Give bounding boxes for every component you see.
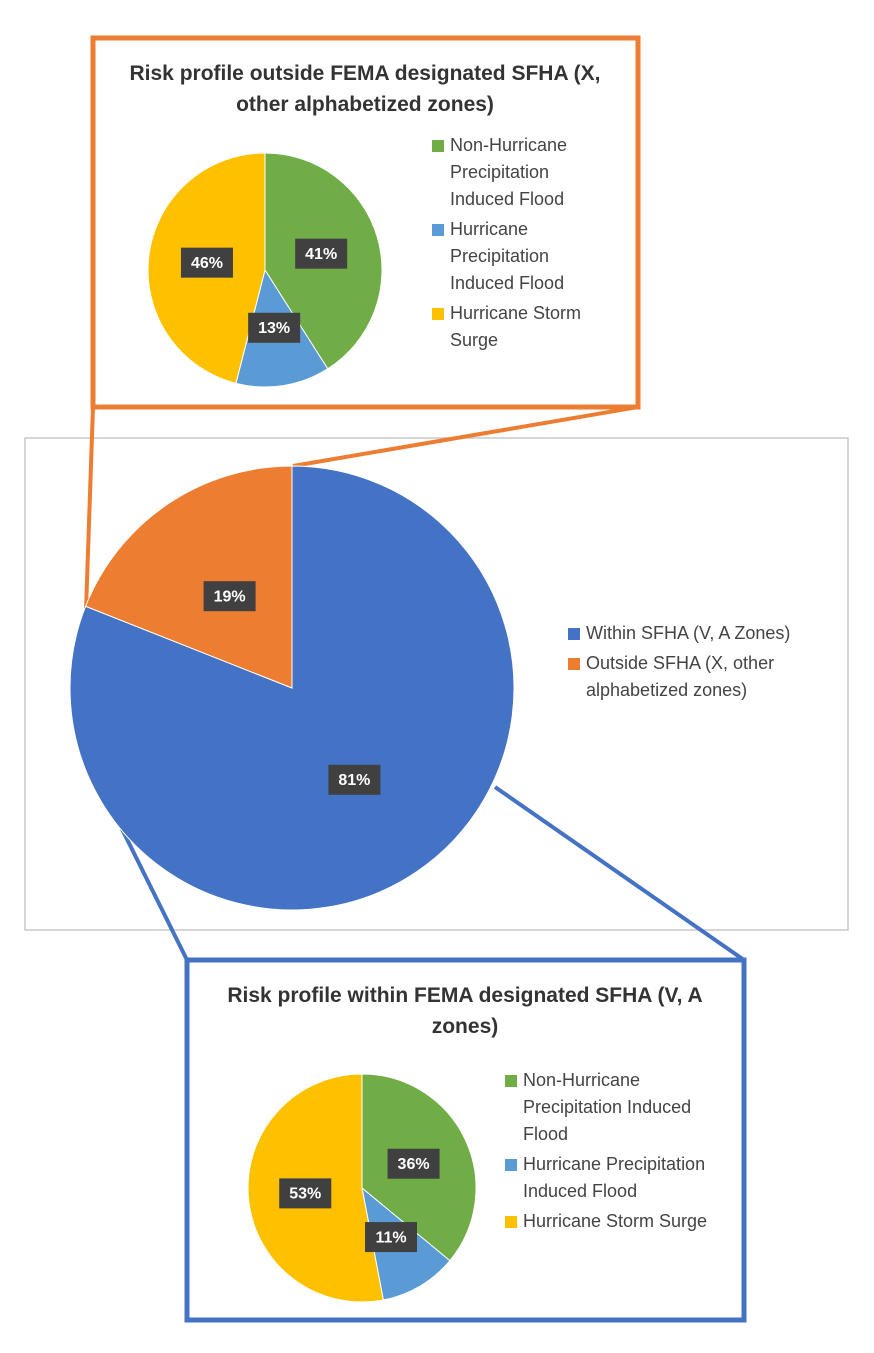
legend-swatch [432, 224, 444, 236]
data-label: 81% [338, 772, 370, 789]
connector [84, 406, 95, 611]
data-label-box [203, 581, 256, 612]
legend-label: Hurricane Storm Surge [523, 1211, 708, 1231]
legend-swatch [432, 140, 444, 152]
data-label: 19% [214, 588, 246, 605]
legend-swatch [505, 1159, 517, 1171]
data-label-box [248, 312, 301, 343]
legend-label: Non-Hurricane Precipitation Induced Floo… [450, 135, 568, 209]
legend-item: Hurricane Storm Surge [505, 1208, 740, 1235]
legend-swatch [568, 628, 580, 640]
connector [292, 405, 639, 468]
legend-item: Within SFHA (V, A Zones) [568, 620, 798, 647]
data-label: 53% [289, 1186, 321, 1203]
legend-label: Hurricane Storm Surge [450, 303, 582, 350]
legend-label: Hurricane Precipitation Induced Flood [523, 1154, 706, 1201]
data-label-box [387, 1148, 440, 1179]
detail-box [184, 957, 747, 1323]
detail-box [90, 35, 641, 410]
data-label: 13% [258, 320, 290, 337]
data-label-box [295, 238, 348, 269]
connector [493, 785, 746, 962]
legend-swatch [505, 1216, 517, 1228]
main-box [24, 437, 849, 931]
data-label-box [365, 1222, 418, 1253]
legend-item: Non-Hurricane Precipitation Induced Floo… [432, 132, 602, 213]
legend-swatch [432, 308, 444, 320]
data-label: 36% [398, 1156, 430, 1173]
connector [113, 814, 189, 961]
legend-item: Hurricane Storm Surge [432, 300, 602, 354]
data-label-box [279, 1178, 332, 1209]
legend: Non-Hurricane Precipitation Induced Floo… [505, 1067, 740, 1235]
legend-swatch [505, 1075, 517, 1087]
legend-swatch [568, 658, 580, 670]
chart-title: Risk profile outside FEMA designated SFH… [129, 62, 601, 116]
chart-title: Risk profile within FEMA designated SFHA… [227, 984, 703, 1038]
legend-label: Outside SFHA (X, other alphabetized zone… [586, 653, 775, 700]
legend-label: Non-Hurricane Precipitation Induced Floo… [523, 1070, 692, 1144]
data-label: 41% [305, 246, 337, 263]
data-label: 11% [375, 1229, 406, 1246]
pie-slice [84, 465, 293, 689]
data-label-box [328, 764, 381, 795]
legend: Within SFHA (V, A Zones) Outside SFHA (X,… [568, 620, 798, 704]
legend-item: Hurricane Precipitation Induced Flood [505, 1151, 740, 1205]
legend-label: Within SFHA (V, A Zones) [586, 623, 791, 643]
legend-label: Hurricane Precipitation Induced Flood [450, 219, 565, 293]
legend-item: Outside SFHA (X, other alphabetized zone… [568, 650, 798, 704]
data-label: 46% [191, 255, 223, 272]
data-label-box [180, 247, 233, 278]
legend: Non-Hurricane Precipitation Induced Floo… [432, 132, 602, 354]
legend-item: Hurricane Precipitation Induced Flood [432, 216, 602, 297]
legend-item: Non-Hurricane Precipitation Induced Floo… [505, 1067, 740, 1148]
